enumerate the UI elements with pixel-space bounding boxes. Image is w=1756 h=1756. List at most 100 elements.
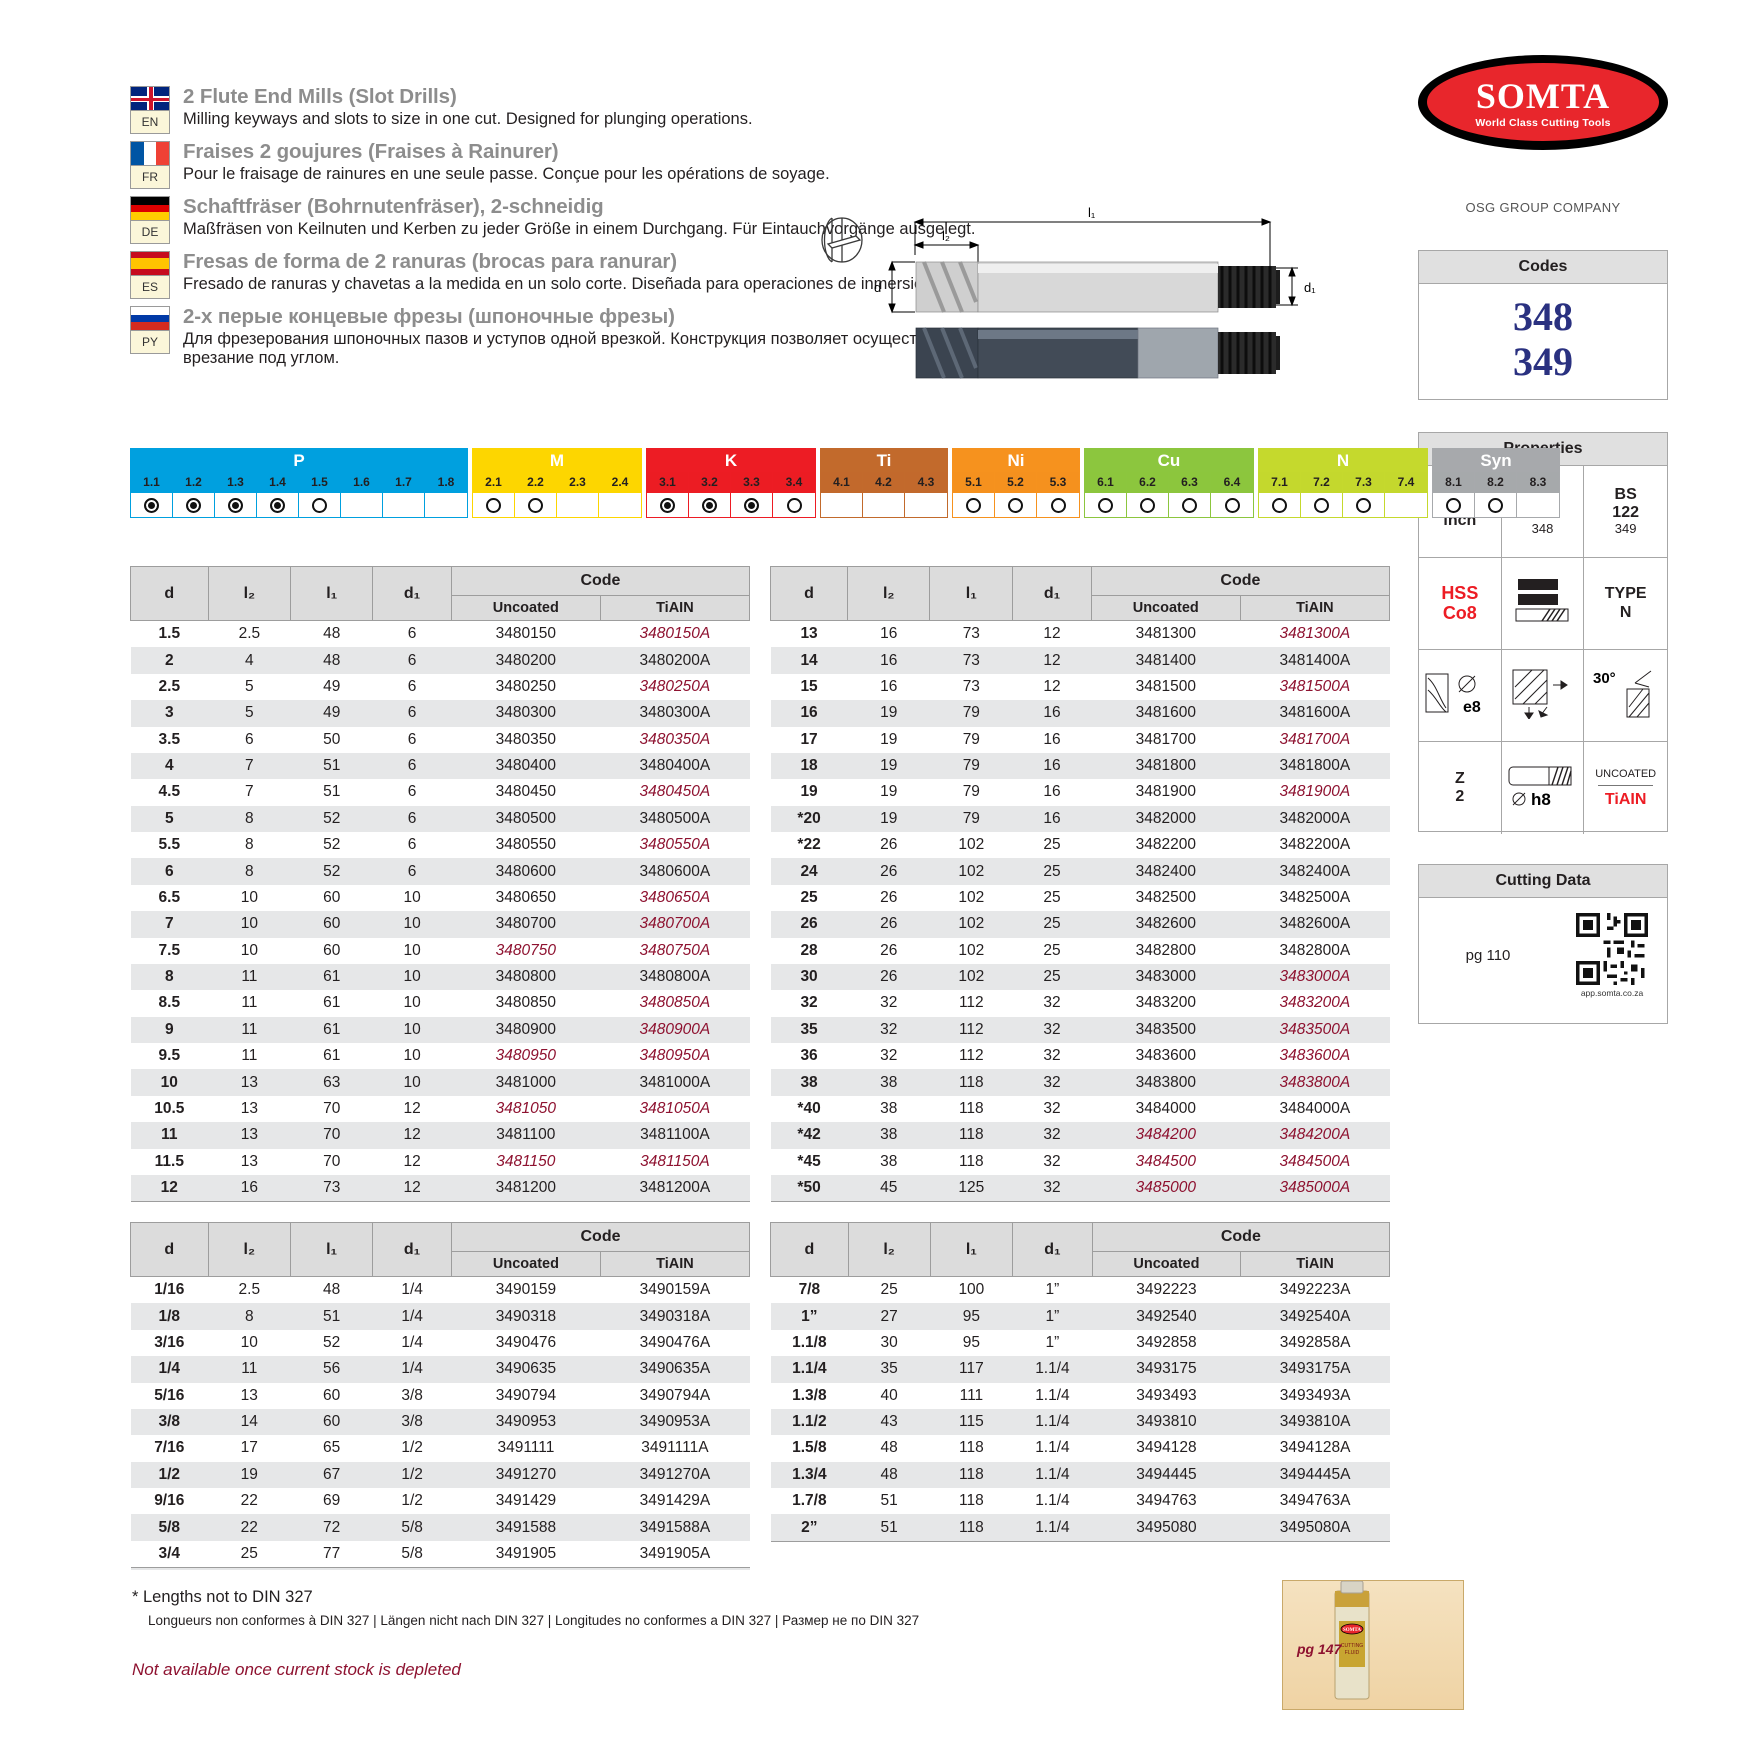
footnote-din-asterisk: * Lengths not to DIN 327 — [132, 1588, 313, 1606]
cell-l2: 13 — [208, 1122, 291, 1149]
cell-code-uncoated: 3482500 — [1135, 888, 1196, 906]
property-cutting-direction — [1501, 650, 1585, 742]
cell-d1: 10 — [403, 994, 421, 1012]
cell-code-uncoated: 3480200 — [451, 647, 601, 674]
table-row: 7/16 17 65 1/2 3491111 3491111A — [131, 1435, 750, 1461]
material-cell-5.1: 5.1 — [953, 472, 995, 517]
language-code-badge: PY — [130, 331, 170, 354]
cell-l1: 51 — [290, 752, 373, 780]
cell-code-tialn: 3482800A — [1279, 941, 1351, 959]
cell-d1: 1/2 — [372, 1461, 452, 1488]
code-value-349: 349 — [1513, 339, 1573, 385]
table-row: 7.5 10 60 10 3480750 3480750A — [131, 938, 750, 964]
cell-code-tialn: 3490953A — [600, 1408, 750, 1436]
cell-l2: 19 — [847, 700, 930, 727]
cell-l1: 95 — [962, 1333, 980, 1351]
table-row: 35 32 112 32 3483500 3483500A — [770, 1016, 1390, 1043]
cell-code-uncoated: 3494445 — [1092, 1461, 1241, 1488]
cell-d: 12 — [130, 1174, 209, 1202]
cell-l1: 63 — [290, 1069, 373, 1096]
table-row: 36 32 112 32 3483600 3483600A — [771, 1043, 1390, 1069]
property-cell-2: BS 122 349 — [1584, 466, 1667, 558]
material-group-p: P 1.1 1.2 1.3 1.4 1.5 1.6 1.7 1.8 — [130, 448, 468, 518]
material-code: 2.4 — [599, 472, 641, 493]
cell-l1: 50 — [323, 730, 341, 748]
qr-code-icon[interactable] — [1576, 913, 1648, 985]
material-code: 1.5 — [299, 472, 340, 493]
cell-d1: 1/4 — [401, 1333, 423, 1351]
cell-l2: 30 — [880, 1333, 898, 1351]
cell-d: 9.5 — [158, 1047, 181, 1065]
cell-d1: 6 — [407, 625, 417, 643]
material-group-n: N 7.1 7.2 7.3 7.4 — [1258, 448, 1428, 518]
language-code-badge: FR — [130, 166, 170, 189]
material-rating-dot — [1433, 493, 1474, 517]
table-row: 1.1/8 30 95 1” 3492858 3492858A — [771, 1330, 1390, 1356]
cell-l2: 11 — [208, 1356, 291, 1383]
material-rating-dot — [863, 493, 904, 517]
cell-l1: 111 — [959, 1386, 984, 1404]
table-bottom-rule — [770, 1540, 1390, 1544]
flag-fr-icon: FR — [130, 141, 174, 189]
cell-d: 11 — [130, 1122, 209, 1149]
cell-d: 2.5 — [158, 677, 181, 695]
cell-l1: 61 — [290, 963, 373, 991]
cell-code-tialn: 3480400A — [600, 752, 750, 780]
table-row: 6.5 10 60 10 3480650 3480650A — [131, 885, 750, 911]
cell-l2: 51 — [848, 1514, 931, 1542]
cutting-data-title: Cutting Data — [1419, 865, 1667, 898]
cell-code-uncoated: 3490953 — [451, 1408, 601, 1436]
material-code: 3.1 — [647, 472, 688, 493]
table-row: 15 16 73 12 3481500 3481500A — [771, 674, 1390, 700]
table-row: 1/4 11 56 1/4 3490635 3490635A — [130, 1356, 750, 1383]
cell-l1: 60 — [290, 1408, 373, 1436]
material-group-k: K 3.1 3.2 3.3 3.4 — [646, 448, 816, 518]
table-row: 11.5 13 70 12 3481150 3481150A — [131, 1149, 750, 1175]
property-text: BS — [1614, 485, 1637, 503]
language-row-es: ES Fresas de forma de 2 ranuras (brocas p… — [130, 250, 1030, 299]
cell-d1: 25 — [1043, 888, 1061, 906]
material-code: 7.1 — [1259, 472, 1300, 493]
cell-d1: 1/2 — [401, 1439, 423, 1457]
th-d: d — [130, 1222, 209, 1277]
th-d: d — [770, 1222, 849, 1277]
related-product-page-box[interactable]: SOMTA CUTTING FLUID pg 147 — [1282, 1580, 1464, 1710]
cell-code-uncoated: 3480500 — [451, 805, 601, 832]
cell-d: 32 — [800, 994, 818, 1012]
language-code-badge: EN — [130, 111, 170, 134]
cell-l1: 79 — [929, 700, 1013, 727]
cell-code-uncoated: 3480900 — [451, 1016, 601, 1043]
qr-code-url: app.somta.co.za — [1580, 988, 1644, 998]
cell-code-tialn: 3482200A — [1279, 836, 1351, 854]
cell-l1: 118 — [929, 1122, 1013, 1149]
cutting-direction-icon — [1507, 667, 1577, 724]
material-group-label: Ni — [953, 449, 1079, 472]
cell-d1: 32 — [1012, 1122, 1092, 1149]
dimension-d — [888, 260, 915, 314]
dimension-d1 — [1270, 266, 1298, 307]
cell-d: *20 — [770, 805, 848, 832]
cell-code-uncoated: 3480550 — [495, 836, 556, 854]
cell-d: 6 — [130, 858, 209, 885]
cell-l2: 26 — [880, 836, 898, 854]
cell-d: 7.5 — [158, 941, 181, 959]
table-row: 4.5 7 51 6 3480450 3480450A — [131, 779, 750, 805]
material-rating-dot — [821, 493, 862, 517]
cell-code-uncoated: 3480300 — [451, 700, 601, 727]
cell-code-tialn: 3491270A — [600, 1461, 750, 1488]
material-rating-dot — [299, 493, 340, 517]
th-l1: l₁ — [290, 566, 374, 621]
cell-l2: 19 — [880, 783, 898, 801]
cell-d1: 6 — [407, 677, 417, 695]
cell-d: *45 — [797, 1152, 821, 1170]
table-bottom-rule — [130, 1201, 750, 1205]
material-rating-dot — [1037, 493, 1079, 517]
th-code: Code — [1090, 566, 1391, 596]
material-cell-1.6: 1.6 — [341, 472, 383, 517]
th-l1: l₁ — [290, 1222, 374, 1277]
material-code: 5.2 — [995, 472, 1036, 493]
cell-l2: 38 — [880, 1152, 898, 1170]
material-rating-dot — [1517, 493, 1559, 517]
cell-code-tialn: 3481700A — [1279, 730, 1351, 748]
property-cutting-tolerance: e8 — [1419, 650, 1502, 742]
